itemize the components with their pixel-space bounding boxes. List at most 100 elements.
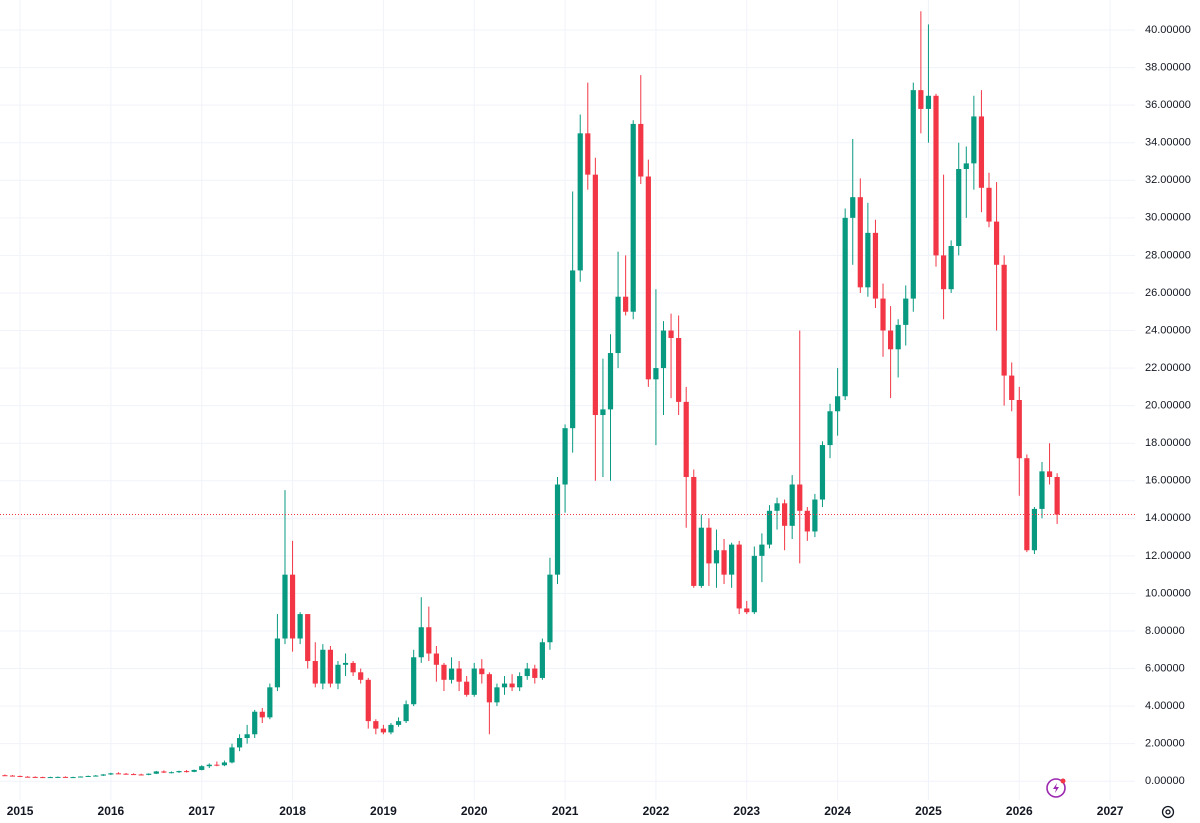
candle-body	[214, 764, 220, 766]
candle-body	[751, 555, 757, 613]
candle-body	[17, 775, 23, 777]
candle-body	[108, 773, 114, 775]
y-tick-label: 6.00000	[1145, 662, 1185, 674]
candle-body	[872, 232, 879, 299]
y-tick-label: 32.00000	[1145, 174, 1191, 186]
candle-body	[653, 368, 659, 380]
candle-body	[380, 728, 386, 733]
y-tick-label: 36.00000	[1145, 99, 1191, 111]
candle-body	[509, 683, 515, 688]
candle-body	[691, 476, 697, 586]
y-tick-label: 18.00000	[1145, 437, 1191, 449]
x-tick-label: 2023	[733, 804, 760, 818]
candle-body	[464, 681, 470, 695]
candle-body	[55, 776, 61, 778]
candle-body	[282, 574, 288, 639]
candle-body	[547, 574, 553, 643]
candle-body	[698, 527, 704, 586]
candle-body	[244, 734, 250, 739]
candle-body	[1001, 264, 1007, 376]
candle-body	[305, 614, 311, 662]
candle-body	[123, 773, 129, 775]
candle-body	[426, 627, 432, 654]
candle-body	[554, 484, 561, 575]
candle-body	[592, 174, 598, 416]
candle-body	[312, 661, 318, 684]
candle-body	[857, 197, 863, 288]
candle-body	[252, 711, 258, 735]
candle-body	[706, 527, 712, 564]
candle-body	[183, 771, 190, 773]
candle-body	[373, 721, 379, 729]
candle-body	[289, 574, 296, 639]
y-tick-label: 34.00000	[1145, 137, 1191, 149]
x-tick-label: 2022	[643, 804, 670, 818]
y-tick-label: 0.00000	[1145, 775, 1185, 787]
x-tick-label: 2015	[7, 804, 34, 818]
candle-body	[630, 123, 636, 312]
candle-body	[600, 409, 606, 416]
candle-body	[948, 246, 954, 290]
candle-body	[986, 187, 992, 222]
candle-body	[638, 123, 644, 177]
candle-body	[1046, 471, 1053, 477]
candle-body	[1016, 400, 1022, 459]
candle-body	[191, 769, 197, 772]
candle-body	[130, 774, 137, 776]
candle-body	[615, 296, 621, 354]
candle-body	[517, 676, 523, 688]
candle-body	[501, 683, 508, 688]
candle-body	[562, 428, 568, 485]
y-tick-label: 40.00000	[1145, 24, 1191, 36]
x-tick-label: 2020	[461, 804, 488, 818]
candle-body	[910, 90, 916, 299]
gear-icon[interactable]	[1161, 805, 1175, 819]
gear-ring	[1161, 805, 1175, 819]
candle-body	[9, 775, 16, 777]
candle-body	[660, 330, 667, 369]
y-tick-label: 2.00000	[1145, 738, 1185, 750]
candle-body	[62, 776, 69, 778]
candle-body	[577, 133, 583, 271]
candle-body	[418, 627, 424, 658]
candle-body	[1054, 476, 1060, 515]
candle-body	[274, 638, 281, 688]
x-tick-label: 2025	[915, 804, 942, 818]
candle-body	[395, 721, 402, 725]
candle-body	[880, 298, 886, 331]
y-tick-label: 28.00000	[1145, 249, 1191, 261]
candle-body	[683, 401, 689, 477]
candle-body	[713, 550, 720, 564]
candle-body	[168, 772, 175, 774]
candle-body	[766, 510, 773, 545]
candle-body	[668, 330, 674, 339]
candle-body	[956, 169, 962, 247]
candle-body	[827, 411, 833, 446]
candle-body	[93, 775, 99, 777]
candle-body	[887, 330, 894, 350]
candle-body	[471, 668, 477, 695]
candle-body	[267, 687, 273, 718]
candle-body	[524, 668, 530, 677]
candle-body	[78, 776, 84, 778]
candle-body	[993, 221, 1000, 265]
x-tick-label: 2018	[279, 804, 306, 818]
candle-body	[320, 649, 326, 684]
candle-body	[486, 674, 492, 703]
candle-body	[433, 653, 439, 665]
candle-body	[645, 176, 651, 380]
candle-body	[895, 324, 901, 350]
candle-body	[842, 217, 848, 397]
candle-body	[115, 773, 122, 775]
candle-body	[865, 232, 871, 288]
candle-body	[978, 116, 985, 188]
notification-dot	[1060, 778, 1066, 784]
candle-body	[532, 668, 538, 678]
candle-body	[925, 95, 932, 109]
y-tick-label: 22.00000	[1145, 362, 1191, 374]
candle-body	[32, 776, 38, 778]
lightning-icon[interactable]	[1046, 778, 1066, 798]
candle-body	[570, 270, 576, 429]
candle-body	[342, 662, 349, 665]
